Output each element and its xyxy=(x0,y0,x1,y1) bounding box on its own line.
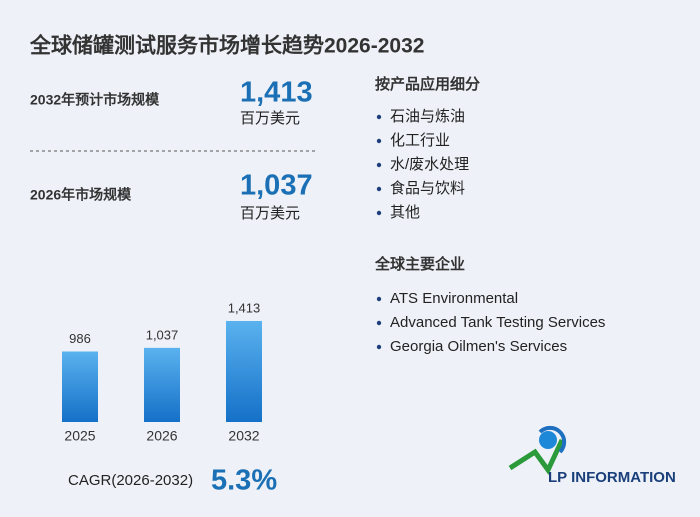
section-title: 按产品应用细分 xyxy=(375,75,480,93)
stat-value: 1,413 xyxy=(240,77,313,109)
stat-unit: 百万美元 xyxy=(240,205,300,222)
list-item: Advanced Tank Testing Services xyxy=(390,314,605,331)
list-item: Georgia Oilmen's Services xyxy=(390,338,567,355)
bullet xyxy=(376,162,382,168)
bullet xyxy=(376,186,382,192)
x-tick-label: 2026 xyxy=(146,428,177,444)
title: 全球储罐测试服务市场增长趋势2026-2032 xyxy=(29,34,424,58)
list-item: 食品与饮料 xyxy=(390,180,465,197)
bullet xyxy=(376,138,382,144)
logo-icon xyxy=(508,438,565,475)
bullet xyxy=(376,344,382,350)
bullet xyxy=(376,320,382,326)
value-label: 986 xyxy=(69,331,91,346)
logo-icon xyxy=(539,431,557,449)
logo: LP INFORMATION xyxy=(508,425,676,486)
cagr-value: 5.3% xyxy=(211,465,277,497)
bar xyxy=(226,320,262,422)
list-item: 石油与炼油 xyxy=(390,108,465,125)
cagr-label: CAGR(2026-2032) xyxy=(68,472,193,489)
list-item: 其他 xyxy=(390,204,420,221)
bullet xyxy=(376,296,382,302)
value-label: 1,413 xyxy=(228,300,261,315)
bar xyxy=(62,351,98,422)
bullet xyxy=(376,114,382,120)
list-item: 水/废水处理 xyxy=(390,156,469,173)
x-tick-label: 2032 xyxy=(228,428,259,444)
value-label: 1,037 xyxy=(146,327,179,342)
list-item: ATS Environmental xyxy=(390,290,518,307)
stat-value: 1,037 xyxy=(240,170,313,202)
stat-label: 2026年市场规模 xyxy=(30,187,132,203)
x-tick-label: 2025 xyxy=(64,428,95,444)
stat-label: 2032年预计市场规模 xyxy=(30,92,160,108)
stat-unit: 百万美元 xyxy=(240,110,300,127)
bullet xyxy=(376,210,382,216)
section-title: 全球主要企业 xyxy=(374,255,465,273)
list-item: 化工行业 xyxy=(390,132,450,149)
logo-icon xyxy=(538,425,567,454)
logo-text: LP INFORMATION xyxy=(548,469,676,486)
bar xyxy=(144,347,180,422)
